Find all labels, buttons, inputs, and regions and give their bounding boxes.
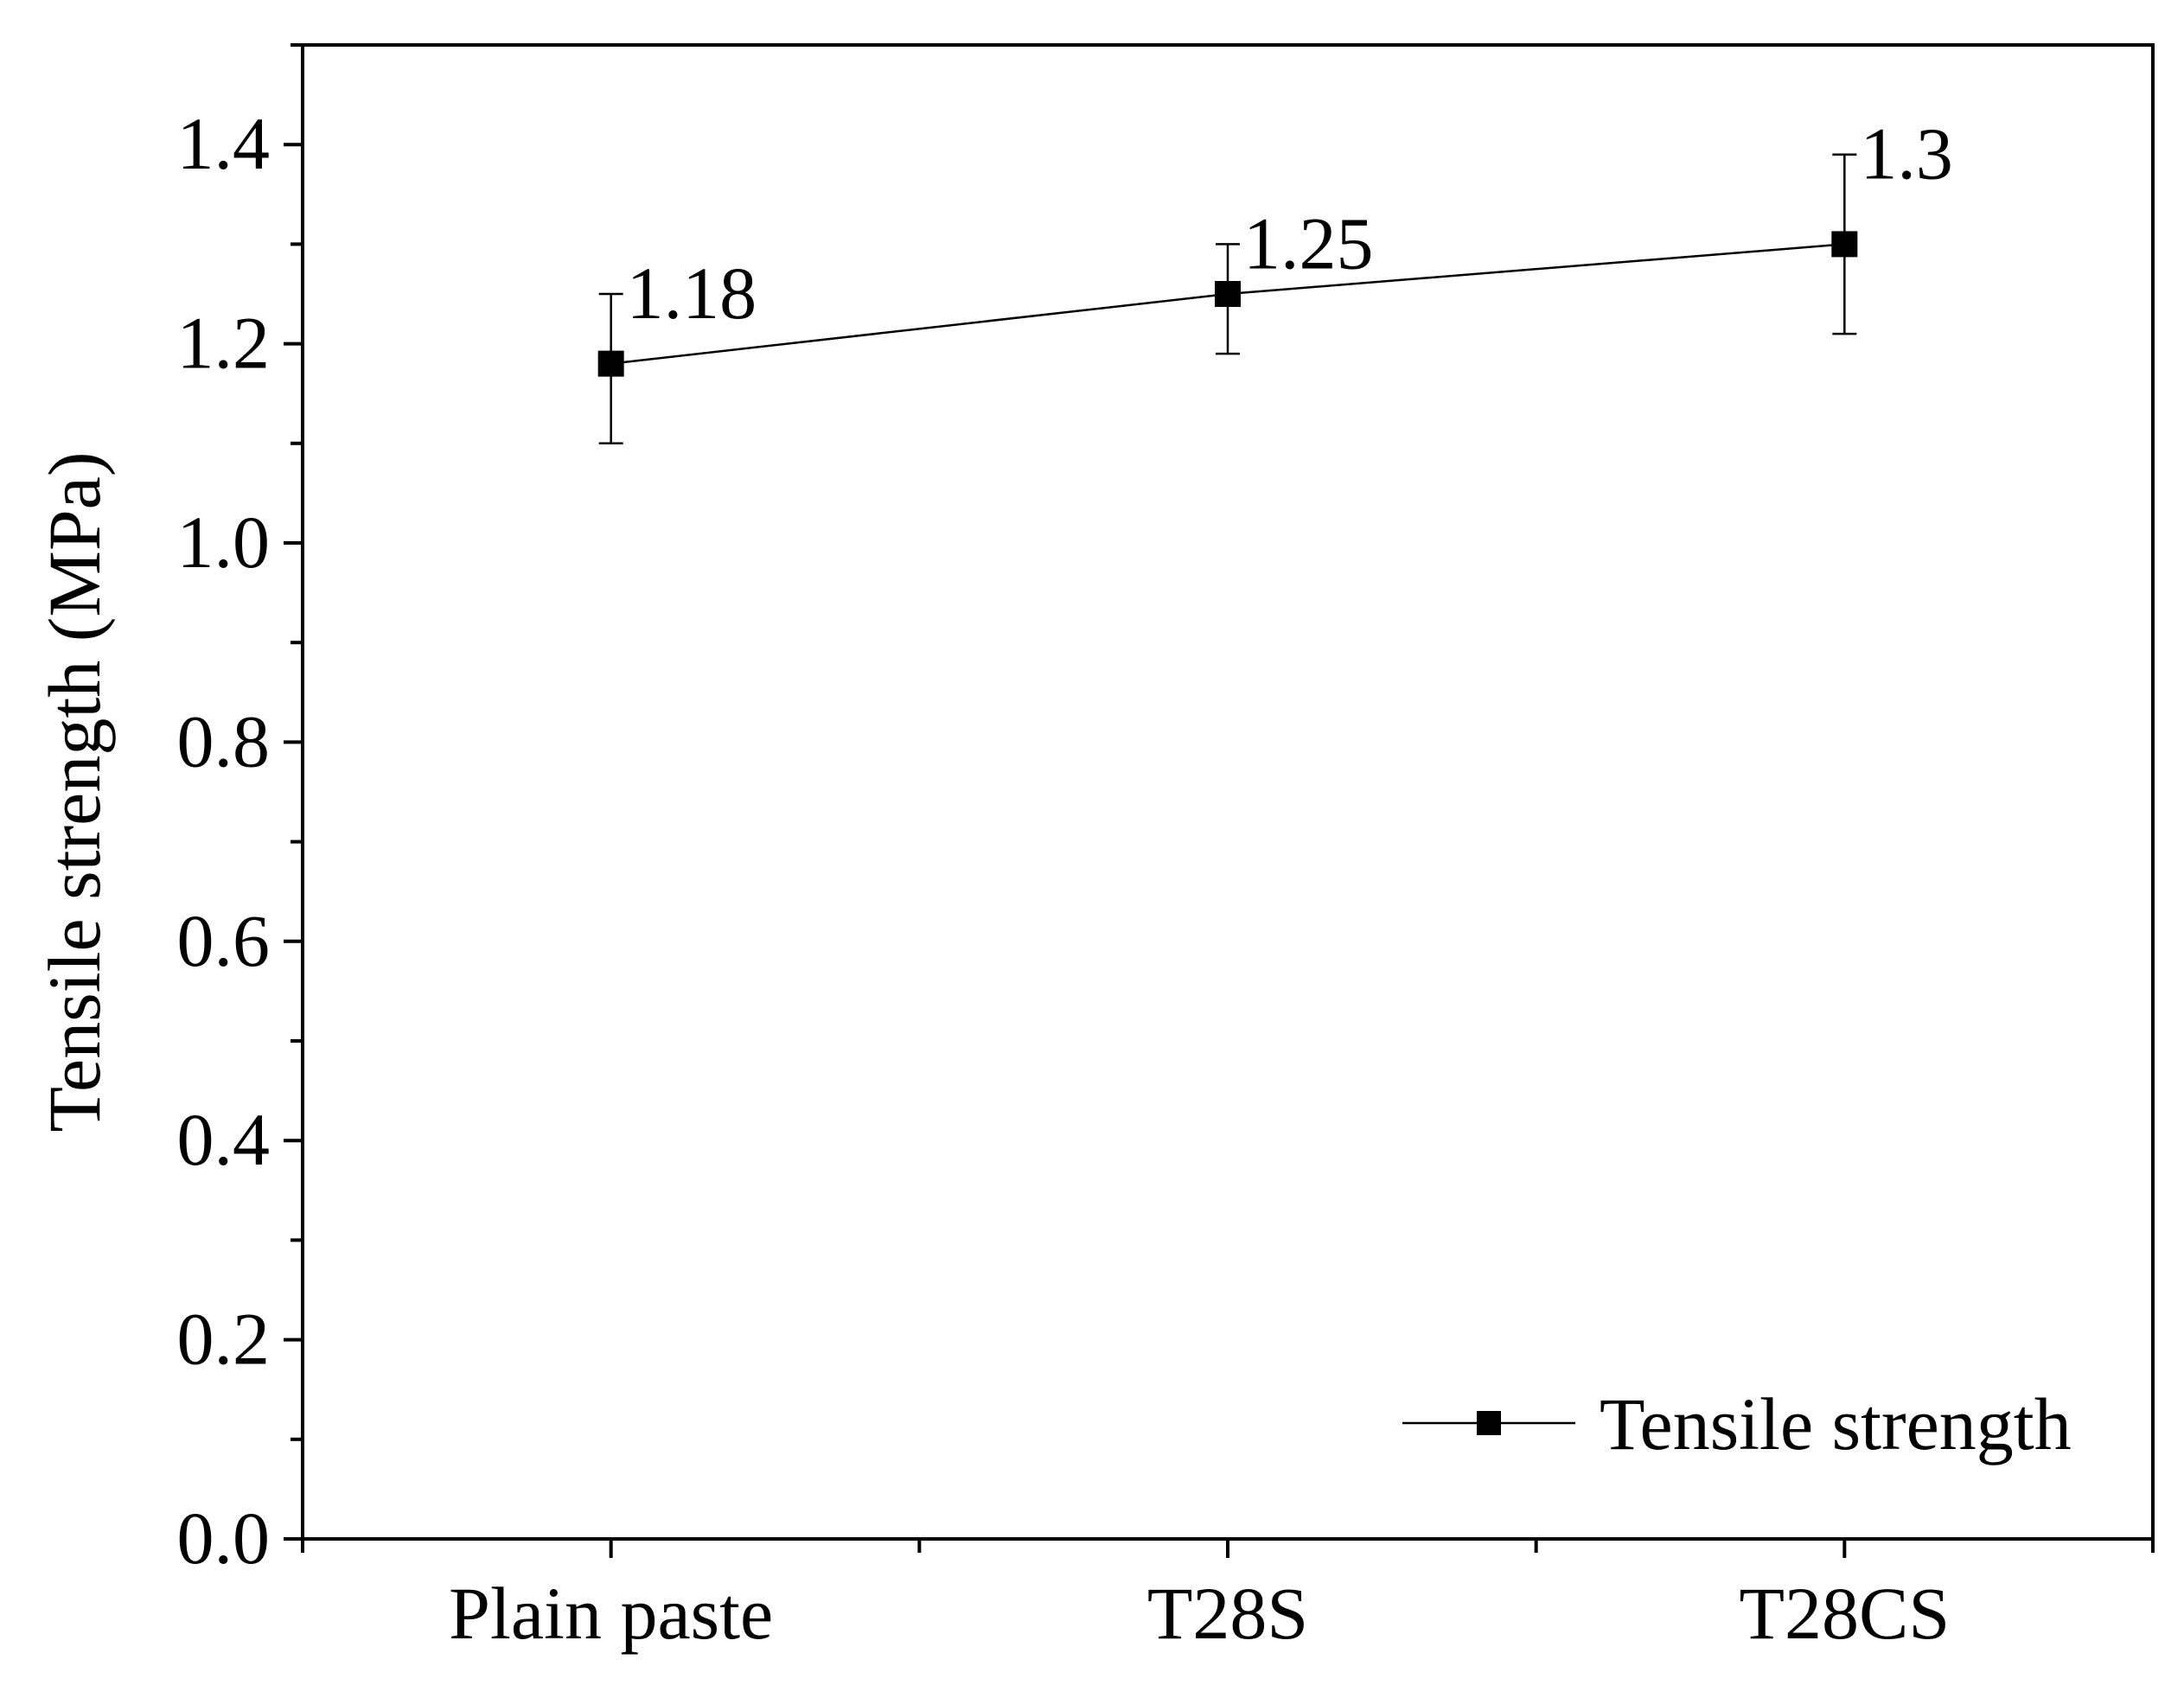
data-label: 1.18 (627, 252, 757, 335)
data-label: 1.25 (1243, 201, 1374, 284)
legend-marker (1477, 1411, 1501, 1435)
y-axis-title: Tensile strength (MPa) (33, 452, 116, 1133)
x-category-label: T28S (1147, 1572, 1308, 1655)
x-axis-ticks: Plain paste T28S T28CS (301, 1539, 2155, 1655)
legend: Tensile strength (1402, 1382, 2072, 1465)
y-tick-label: 1.2 (177, 302, 271, 385)
y-tick-label: 1.4 (177, 102, 271, 185)
data-point-marker (597, 350, 624, 377)
y-tick-label: 0.8 (177, 699, 271, 782)
y-tick-label: 0.6 (177, 899, 271, 982)
x-category-label: Plain paste (449, 1572, 773, 1655)
y-tick-label: 1.0 (177, 501, 271, 584)
data-point-marker (1831, 231, 1858, 258)
y-axis-ticks: 0.0 0.2 0.4 0.6 0.8 1.0 1.2 1.4 (177, 43, 303, 1580)
data-point-marker (1215, 281, 1241, 307)
y-tick-label: 0.4 (177, 1098, 271, 1181)
y-tick-label: 0.2 (177, 1298, 271, 1381)
y-tick-label: 0.0 (177, 1497, 271, 1580)
legend-label: Tensile strength (1600, 1382, 2072, 1465)
series-layer: 1.18 1.25 1.3 (597, 112, 1953, 445)
x-category-label: T28CS (1739, 1572, 1950, 1655)
data-label: 1.3 (1860, 112, 1953, 195)
